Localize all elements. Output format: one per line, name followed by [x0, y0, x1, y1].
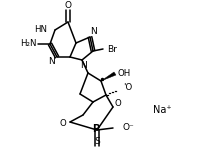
Text: N: N — [80, 61, 87, 71]
Text: N: N — [90, 28, 97, 37]
Polygon shape — [100, 72, 115, 81]
Text: HN: HN — [34, 25, 47, 35]
Text: O: O — [59, 119, 66, 128]
Text: Na⁺: Na⁺ — [152, 105, 170, 115]
Text: 'O: 'O — [122, 83, 132, 92]
Text: O: O — [64, 1, 71, 10]
Text: S: S — [94, 136, 99, 146]
Text: N: N — [48, 58, 55, 67]
Text: P: P — [92, 124, 99, 134]
Text: H₂N: H₂N — [20, 39, 36, 49]
Text: Br: Br — [107, 44, 116, 53]
Text: O⁻: O⁻ — [122, 124, 134, 133]
Text: OH: OH — [117, 68, 130, 77]
Text: O: O — [114, 98, 121, 108]
